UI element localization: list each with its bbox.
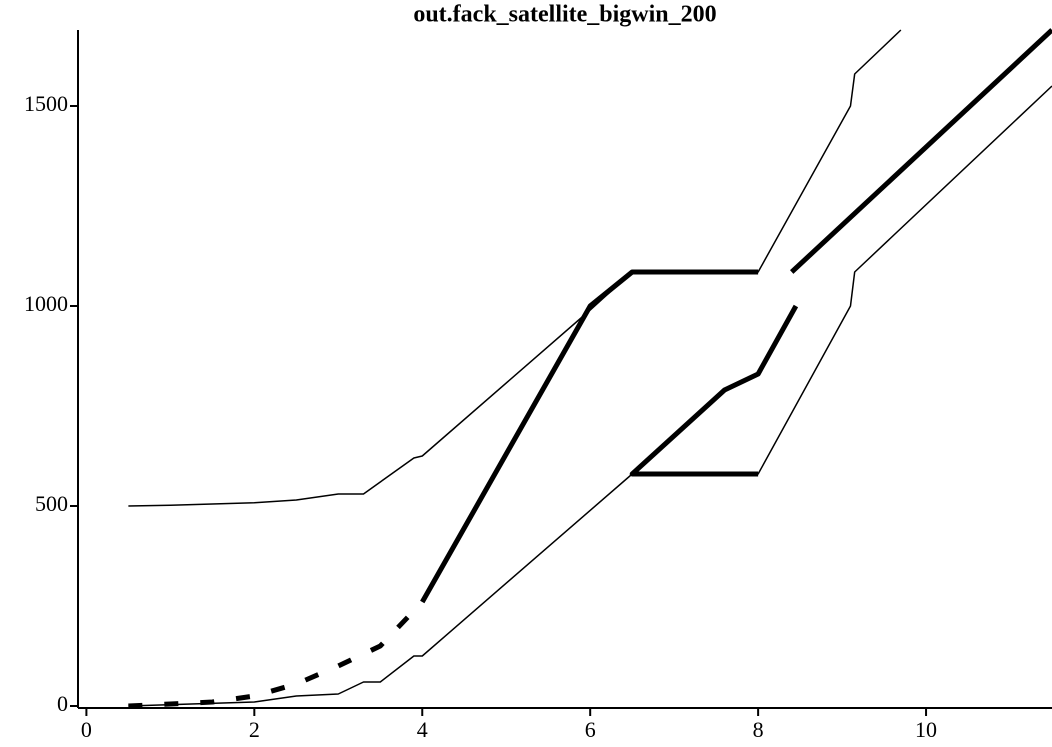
y-tick-label: 1500 — [24, 91, 68, 116]
chart-title: out.fack_satellite_bigwin_200 — [413, 2, 716, 28]
series-line — [128, 85, 1052, 707]
x-tick-label: 6 — [585, 717, 596, 742]
series-line — [128, 600, 425, 709]
x-tick-label: 0 — [81, 717, 92, 742]
y-tick-label: 1000 — [24, 291, 68, 316]
series-line — [420, 28, 1052, 604]
y-tick-label: 500 — [35, 491, 68, 516]
y-tick-label: 0 — [57, 691, 68, 716]
x-tick-label: 8 — [753, 717, 764, 742]
x-tick-label: 10 — [915, 717, 937, 742]
series-line — [128, 29, 902, 507]
series-line — [629, 304, 799, 477]
x-tick-label: 2 — [249, 717, 260, 742]
x-tick-label: 4 — [417, 717, 428, 742]
